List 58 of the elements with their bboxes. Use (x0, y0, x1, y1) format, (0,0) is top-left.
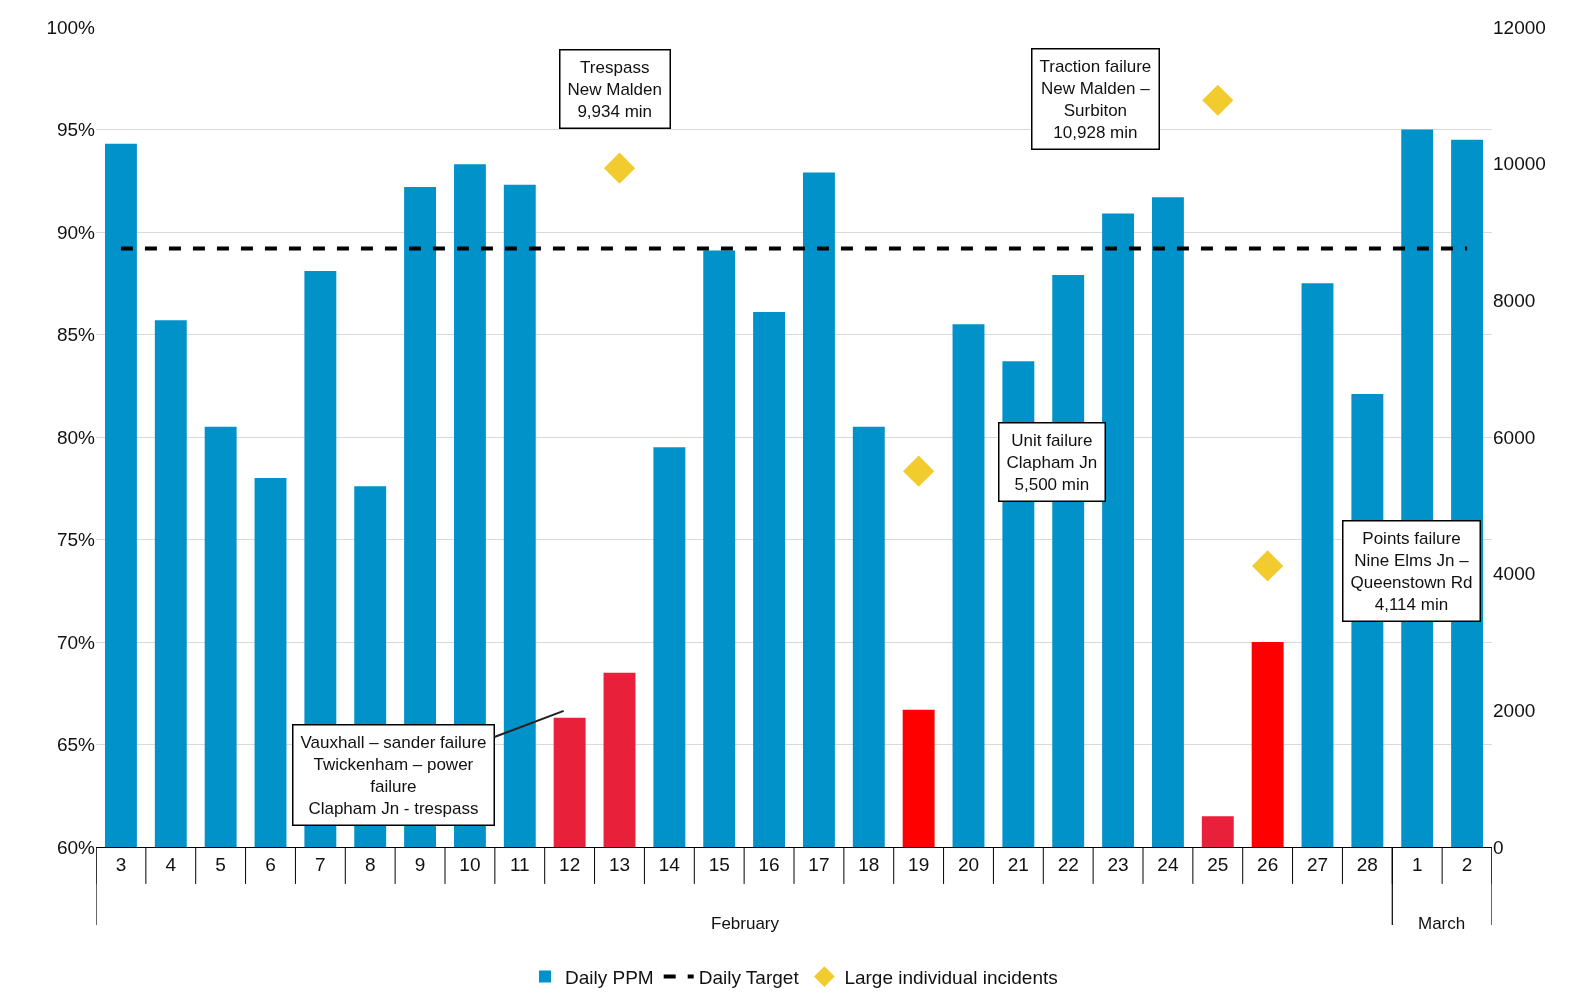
text: March (1418, 914, 1466, 933)
x-tick-label: 22 (1057, 853, 1079, 875)
x-tick-label: 7 (315, 853, 326, 875)
x-tick-label: 9 (414, 853, 426, 875)
x-tick-label: 26 (1257, 853, 1279, 875)
x-tick-label: 17 (808, 853, 830, 875)
y2-tick-label: 2000 (1493, 699, 1536, 721)
x-tick-label: 5 (215, 853, 226, 875)
x-tick-label: 20 (957, 853, 980, 875)
y-tick-label: 80% (56, 426, 96, 448)
x-tick-label: 4 (165, 853, 177, 875)
annotation: Vauxhall – sander failure Twickenham – power failure Clapham Jn - trespass (300, 732, 487, 818)
y2-tick-label: 0 (1493, 836, 1504, 858)
x-tick-label: 6 (265, 853, 276, 875)
annotation: Unit failure Clapham Jn 5,500 min (1006, 430, 1098, 494)
x-tick-label: 24 (1157, 853, 1179, 875)
point (1252, 550, 1284, 582)
y2-tick-label: 8000 (1493, 289, 1536, 311)
y-tick-label: 85% (56, 324, 96, 346)
y-tick-label: 60% (56, 836, 96, 858)
x-tick-label: 14 (658, 853, 681, 875)
x-tick-label: 3 (115, 853, 127, 875)
y2-tick-label: 6000 (1493, 426, 1536, 448)
x-tick-label: 2 (1461, 853, 1473, 875)
y2-tick-label: 12000 (1493, 16, 1546, 38)
y-tick-label: 90% (56, 221, 96, 243)
legend-label: Daily Target (698, 966, 800, 988)
x-tick-label: 11 (509, 853, 530, 875)
x-tick-label: 27 (1306, 853, 1329, 875)
x-tick-label: 12 (559, 853, 581, 875)
annotation: Traction failure New Malden – Surbiton 10,928 min (1039, 56, 1152, 142)
annotation: Trespass New Malden 9,934 min (567, 57, 662, 121)
legend-label: Large individual incidents (844, 966, 1058, 988)
point (603, 152, 636, 184)
y-tick-label: 65% (56, 734, 96, 756)
text: February (711, 914, 780, 933)
x-tick-label: 8 (364, 853, 376, 875)
point (1202, 84, 1234, 116)
y2-tick-label: 4000 (1493, 563, 1536, 585)
point (903, 455, 935, 487)
y-tick-label: 75% (56, 529, 96, 551)
x-tick-label: 23 (1107, 853, 1129, 875)
x-tick-label: 16 (758, 853, 780, 875)
x-tick-label: 21 (1007, 853, 1029, 875)
y-tick-label: 100% (46, 16, 96, 38)
legend-label: Daily PPM (565, 966, 654, 988)
y-tick-label: 95% (56, 119, 96, 141)
x-tick-label: 19 (908, 853, 930, 875)
annotation: Points failure Nine Elms Jn – Queenstown Rd 4,114 min (1350, 528, 1473, 614)
x-tick-label: 13 (608, 853, 631, 875)
x-tick-label: 10 (459, 853, 481, 875)
x-tick-label: 28 (1356, 853, 1378, 875)
x-tick-label: 1 (1411, 853, 1423, 875)
x-tick-label: 25 (1207, 853, 1229, 875)
x-tick-label: 18 (858, 853, 880, 875)
y-tick-label: 70% (56, 631, 96, 653)
y2-tick-label: 10000 (1493, 153, 1546, 175)
x-tick-label: 15 (708, 853, 730, 875)
